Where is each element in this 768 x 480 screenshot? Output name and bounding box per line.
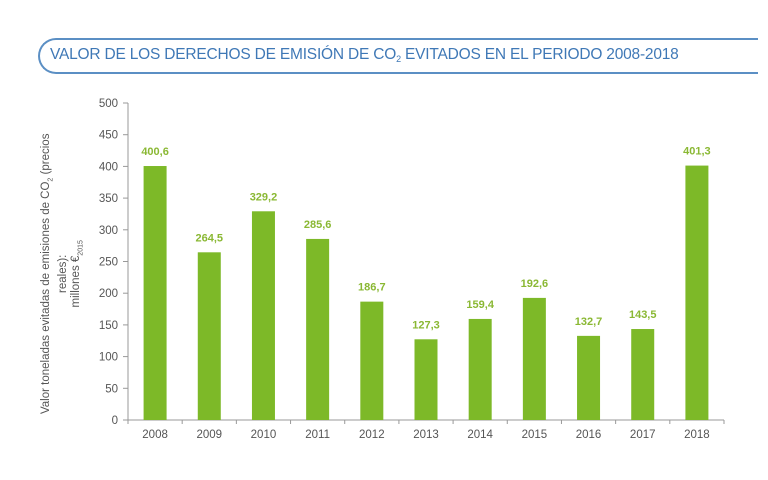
- value-label-2009: 264,5: [196, 232, 224, 244]
- y-tick-label: 350: [99, 193, 118, 205]
- bar-2009: [197, 252, 221, 420]
- x-tick-label: 2010: [251, 429, 277, 441]
- x-tick-label: 2015: [522, 429, 548, 441]
- value-label-2016: 132,7: [575, 316, 603, 328]
- bar-2012: [360, 301, 384, 420]
- value-label-2017: 143,5: [629, 309, 657, 321]
- x-tick-label: 2013: [413, 429, 439, 441]
- y-tick-label: 50: [105, 383, 118, 395]
- bar-2014: [468, 318, 492, 420]
- x-tick-label: 2017: [630, 429, 656, 441]
- title-subscript: 2: [396, 54, 401, 64]
- bar-2015: [522, 297, 546, 420]
- x-tick-label: 2012: [359, 429, 385, 441]
- x-tick-label: 2018: [684, 429, 710, 441]
- bar-2008: [143, 166, 167, 420]
- y-tick-label: 100: [99, 352, 118, 364]
- bar-2018: [685, 165, 709, 420]
- value-label-2011: 285,6: [304, 219, 332, 231]
- title-frame: [38, 38, 758, 74]
- bar-2011: [306, 238, 330, 420]
- x-tick-label: 2016: [576, 429, 602, 441]
- y-tick-label: 300: [99, 225, 118, 237]
- title-suffix: EVITADOS EN EL PERIODO 2008-2018: [400, 46, 679, 63]
- y-tick-label: 400: [99, 161, 118, 173]
- bar-2016: [577, 335, 601, 420]
- bar-2010: [251, 211, 275, 420]
- y-tick-label: 500: [99, 98, 118, 110]
- title-main: VALOR DE LOS DERECHOS DE EMISIÓN DE CO: [50, 46, 397, 63]
- value-label-2008: 400,6: [141, 146, 169, 158]
- y-tick-label: 150: [99, 320, 118, 332]
- value-label-2013: 127,3: [412, 319, 440, 331]
- value-label-2012: 186,7: [358, 282, 386, 294]
- y-tick-label: 200: [99, 288, 118, 300]
- y-tick-label: 0: [112, 415, 118, 427]
- bar-2017: [631, 329, 655, 420]
- value-label-2014: 159,4: [466, 299, 494, 311]
- value-label-2015: 192,6: [521, 278, 549, 290]
- y-tick-label: 250: [99, 257, 118, 269]
- chart-title: VALOR DE LOS DERECHOS DE EMISIÓN DE CO2 …: [50, 46, 679, 64]
- value-label-2010: 329,2: [250, 191, 278, 203]
- value-label-2018: 401,3: [683, 146, 711, 158]
- bar-2013: [414, 339, 438, 420]
- x-tick-label: 2008: [142, 429, 168, 441]
- x-tick-label: 2011: [305, 429, 330, 441]
- x-tick-label: 2014: [467, 429, 493, 441]
- x-tick-label: 2009: [196, 429, 222, 441]
- y-tick-label: 450: [99, 130, 118, 142]
